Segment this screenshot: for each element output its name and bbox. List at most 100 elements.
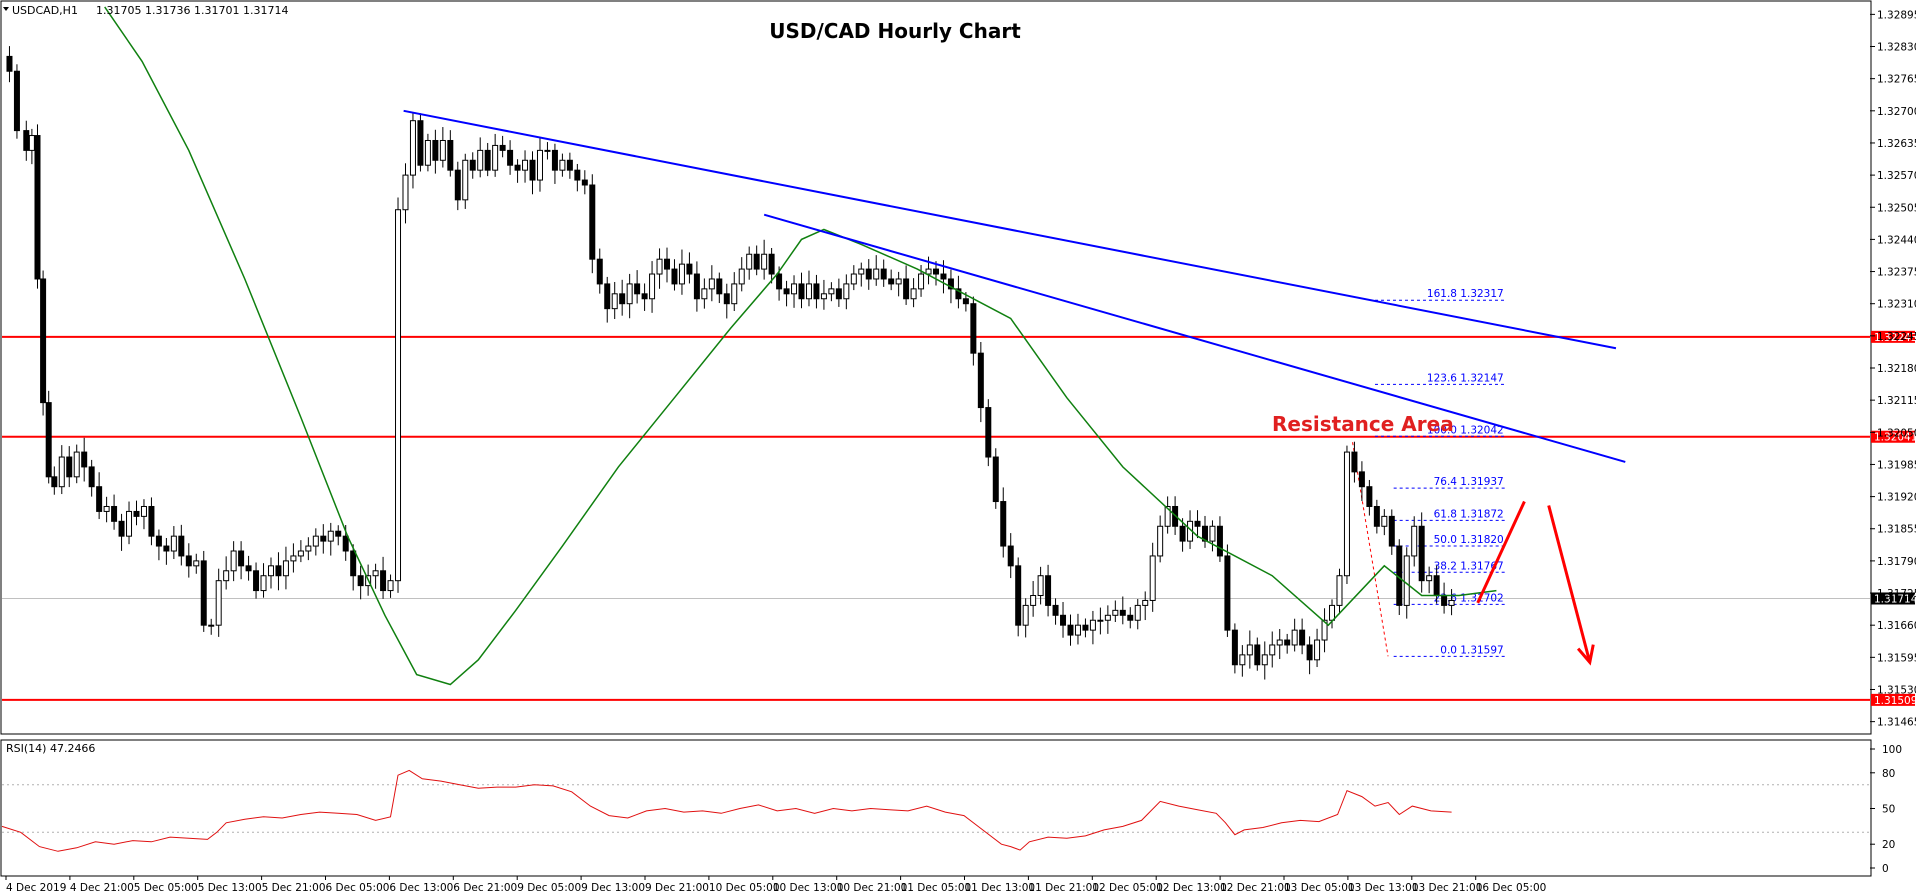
candle-body [417,120,424,166]
price-tick-label-20: 1.31595 [1877,652,1916,664]
candle-body [1411,525,1418,557]
candle-body [1097,619,1104,622]
candle-body [1164,505,1171,527]
candle-body [1433,575,1440,597]
candle-body [566,159,573,171]
price-tick-label-14: 1.31985 [1877,459,1916,471]
candle-body [738,268,745,285]
time-tick-label-1: 4 Dec 21:00 [70,882,134,894]
candle-body [1358,471,1365,488]
time-tick-label-6: 6 Dec 13:00 [389,882,453,894]
candle-body [454,169,461,201]
candle-body [499,144,506,151]
candle-body [372,570,379,577]
candle-body [977,352,984,409]
candle-body [1052,604,1059,616]
candle-body [477,149,484,171]
candle-body [178,535,185,557]
fibonacci-levels: 161.8 1.32317 123.6 1.32147 100.0 1.32042 7… [1352,288,1506,657]
candle-body [424,139,431,166]
candle-body [126,510,133,537]
candle-body [1104,614,1111,621]
candle-body [6,55,13,72]
time-tick-label-15: 11 Dec 13:00 [965,882,1036,894]
candle-body [529,159,536,181]
candle-body [462,159,469,201]
candle-body [716,278,723,295]
time-tick-label-0: 4 Dec 2019 [6,882,66,894]
candle-body [1149,555,1156,601]
price-tick-label-4: 1.32635 [1877,138,1916,150]
rsi-tick-label-3: 20 [1882,839,1895,851]
time-tick-label-13: 10 Dec 21:00 [837,882,908,894]
candle-body [805,283,812,300]
time-tick-label-19: 12 Dec 21:00 [1220,882,1291,894]
price-tick-label-9: 1.32310 [1877,299,1916,311]
moving-average-line [104,6,1497,686]
candle-body [574,169,581,181]
candle-body [1373,505,1380,527]
price-tick-label-12: 1.32115 [1877,395,1916,407]
horizontal-levels: 1.32243 1.32041 1.31509 1.31714 [2,330,1916,707]
candle-body [335,530,342,537]
candle-body [873,268,880,280]
candle-body [940,273,947,280]
time-tick-label-21: 13 Dec 13:00 [1348,882,1419,894]
candle-body [267,565,274,577]
candle-body [664,258,671,270]
candle-body [1351,451,1358,473]
candle-body [858,268,865,275]
candle-body [66,456,73,478]
candle-body [103,505,110,512]
candle-body [544,149,551,152]
candle-body [1388,515,1395,547]
moving-average [104,6,1497,686]
candle-body [253,570,260,592]
candle-body [111,505,118,522]
candle-body [1082,624,1089,631]
candle-body [1030,595,1037,606]
candle-body [402,174,409,211]
candle-body [492,144,499,171]
candle-body [776,273,783,290]
candle-body [1134,604,1141,621]
candle-body [1299,629,1306,646]
candle-body [798,283,805,300]
resistance-area-label: Resistance Area [1272,412,1454,436]
candle-body [81,451,88,468]
candle-body [731,283,738,305]
dropdown-triangle-icon[interactable] [3,7,9,11]
candle-body [469,159,476,171]
candle-body [140,505,147,517]
candle-body [163,545,170,552]
candle-body [1336,575,1343,606]
candle-body [701,288,708,300]
candle-body [678,263,685,285]
candle-body [223,570,230,582]
level-tag-bg-0 [1871,330,1915,343]
candle-body [551,149,558,171]
candle-body [155,535,162,547]
candle-body [619,293,626,305]
time-tick-label-23: 16 Dec 05:00 [1476,882,1547,894]
candle-body [1246,644,1253,656]
candle-body [484,149,491,171]
candle-body [708,278,715,290]
rsi-tick-label-1: 80 [1882,768,1895,780]
candle-body [45,402,52,478]
price-tick-label-16: 1.31855 [1877,524,1916,536]
candle-body [955,288,962,300]
candle-body [51,476,58,488]
candle-body [536,149,543,181]
candle-body [1194,520,1201,527]
level-tag-label-1: 1.32041 [1874,432,1916,444]
level-tag-bg-1 [1871,430,1915,443]
price-tick-label-18: 1.31725 [1877,588,1916,600]
candle-body [895,278,902,285]
candle-body [514,164,521,171]
rsi-line [1,769,1452,852]
ohlc-label: 1.31705 1.31736 1.31701 1.31714 [96,4,288,17]
candle-body [193,560,200,567]
candle-body [1448,599,1455,606]
